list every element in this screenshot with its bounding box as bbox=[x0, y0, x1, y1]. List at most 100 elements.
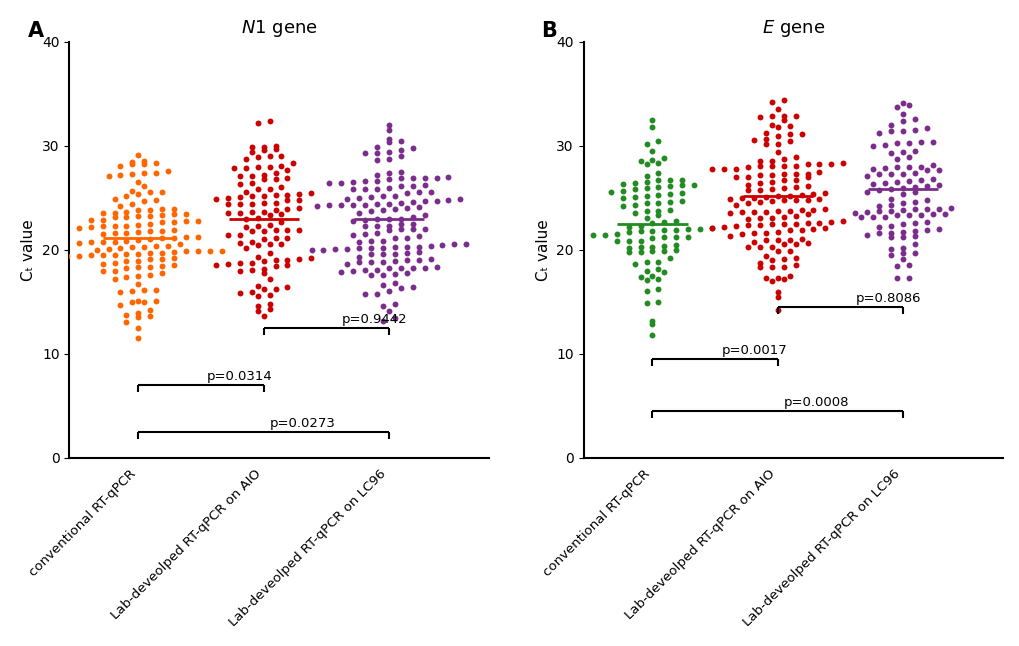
Point bbox=[864, 141, 880, 151]
Point bbox=[112, 161, 128, 171]
Point bbox=[398, 267, 415, 278]
Point bbox=[118, 227, 135, 238]
Point bbox=[906, 197, 922, 207]
Point bbox=[231, 191, 248, 202]
Point bbox=[166, 233, 182, 244]
Point bbox=[428, 262, 444, 272]
Point bbox=[250, 251, 266, 262]
Point bbox=[380, 154, 396, 165]
Point bbox=[303, 188, 319, 198]
Point bbox=[250, 213, 266, 223]
Point bbox=[781, 234, 797, 245]
Point bbox=[290, 189, 307, 199]
Point bbox=[620, 247, 636, 257]
Point bbox=[380, 214, 396, 224]
Point bbox=[751, 220, 767, 230]
Point bbox=[876, 211, 893, 222]
Point bbox=[398, 247, 415, 258]
Point bbox=[255, 225, 271, 236]
Point bbox=[250, 118, 266, 128]
Point bbox=[787, 174, 803, 185]
Point bbox=[889, 138, 905, 149]
Point bbox=[261, 151, 277, 162]
Point bbox=[703, 164, 719, 174]
Point bbox=[650, 206, 666, 216]
Point bbox=[357, 288, 373, 298]
Point bbox=[787, 253, 803, 263]
Point bbox=[261, 162, 277, 172]
Point bbox=[644, 146, 660, 156]
Point bbox=[763, 170, 780, 180]
Point bbox=[620, 244, 636, 254]
Point bbox=[380, 264, 396, 274]
Point bbox=[608, 236, 625, 246]
Point bbox=[357, 200, 373, 210]
Point bbox=[374, 236, 390, 246]
Point bbox=[59, 251, 75, 262]
Point bbox=[410, 255, 426, 265]
Point bbox=[882, 183, 899, 194]
Point bbox=[255, 233, 271, 244]
Point bbox=[632, 247, 648, 257]
Point bbox=[255, 171, 271, 181]
Point bbox=[644, 242, 660, 252]
Point bbox=[398, 188, 415, 198]
Point bbox=[924, 174, 941, 184]
Point bbox=[900, 152, 916, 162]
Point bbox=[321, 200, 337, 211]
Point bbox=[213, 245, 229, 256]
Point bbox=[870, 222, 887, 233]
Point bbox=[781, 121, 797, 132]
Point bbox=[237, 242, 254, 253]
Point bbox=[244, 171, 260, 181]
Point bbox=[208, 259, 224, 269]
Point bbox=[255, 207, 271, 217]
Point bbox=[351, 257, 367, 267]
Point bbox=[900, 260, 916, 271]
Point bbox=[344, 177, 361, 187]
Point bbox=[769, 227, 786, 237]
Point bbox=[142, 218, 158, 229]
Point bbox=[244, 199, 260, 209]
Point bbox=[763, 110, 780, 121]
Point bbox=[638, 286, 654, 296]
Point bbox=[106, 250, 122, 260]
Point bbox=[769, 206, 786, 216]
Point bbox=[357, 148, 373, 158]
Point bbox=[267, 144, 283, 154]
Point bbox=[918, 165, 934, 175]
Point bbox=[644, 233, 660, 244]
Point bbox=[112, 242, 128, 253]
Point bbox=[889, 154, 905, 164]
Point bbox=[95, 266, 111, 276]
Point bbox=[774, 275, 791, 285]
Point bbox=[626, 184, 642, 194]
Point bbox=[70, 237, 87, 247]
Point bbox=[261, 304, 277, 314]
Point bbox=[290, 254, 307, 264]
Point bbox=[739, 242, 755, 253]
Point bbox=[261, 274, 277, 284]
Point bbox=[739, 162, 755, 172]
Point bbox=[255, 145, 271, 155]
Point bbox=[715, 222, 732, 233]
Point bbox=[739, 185, 755, 196]
Point bbox=[900, 176, 916, 186]
Point bbox=[894, 205, 910, 215]
Point bbox=[237, 187, 254, 197]
Point bbox=[250, 280, 266, 291]
Point bbox=[261, 247, 277, 258]
Point bbox=[130, 176, 147, 187]
Point bbox=[106, 208, 122, 218]
Point bbox=[118, 236, 135, 246]
Point bbox=[906, 125, 922, 135]
Point bbox=[769, 273, 786, 283]
Point bbox=[774, 262, 791, 272]
Point bbox=[250, 240, 266, 251]
Point bbox=[769, 305, 786, 315]
Point bbox=[267, 261, 283, 271]
Point bbox=[118, 272, 135, 282]
Point bbox=[392, 283, 409, 293]
Point bbox=[392, 214, 409, 224]
Point bbox=[142, 204, 158, 214]
